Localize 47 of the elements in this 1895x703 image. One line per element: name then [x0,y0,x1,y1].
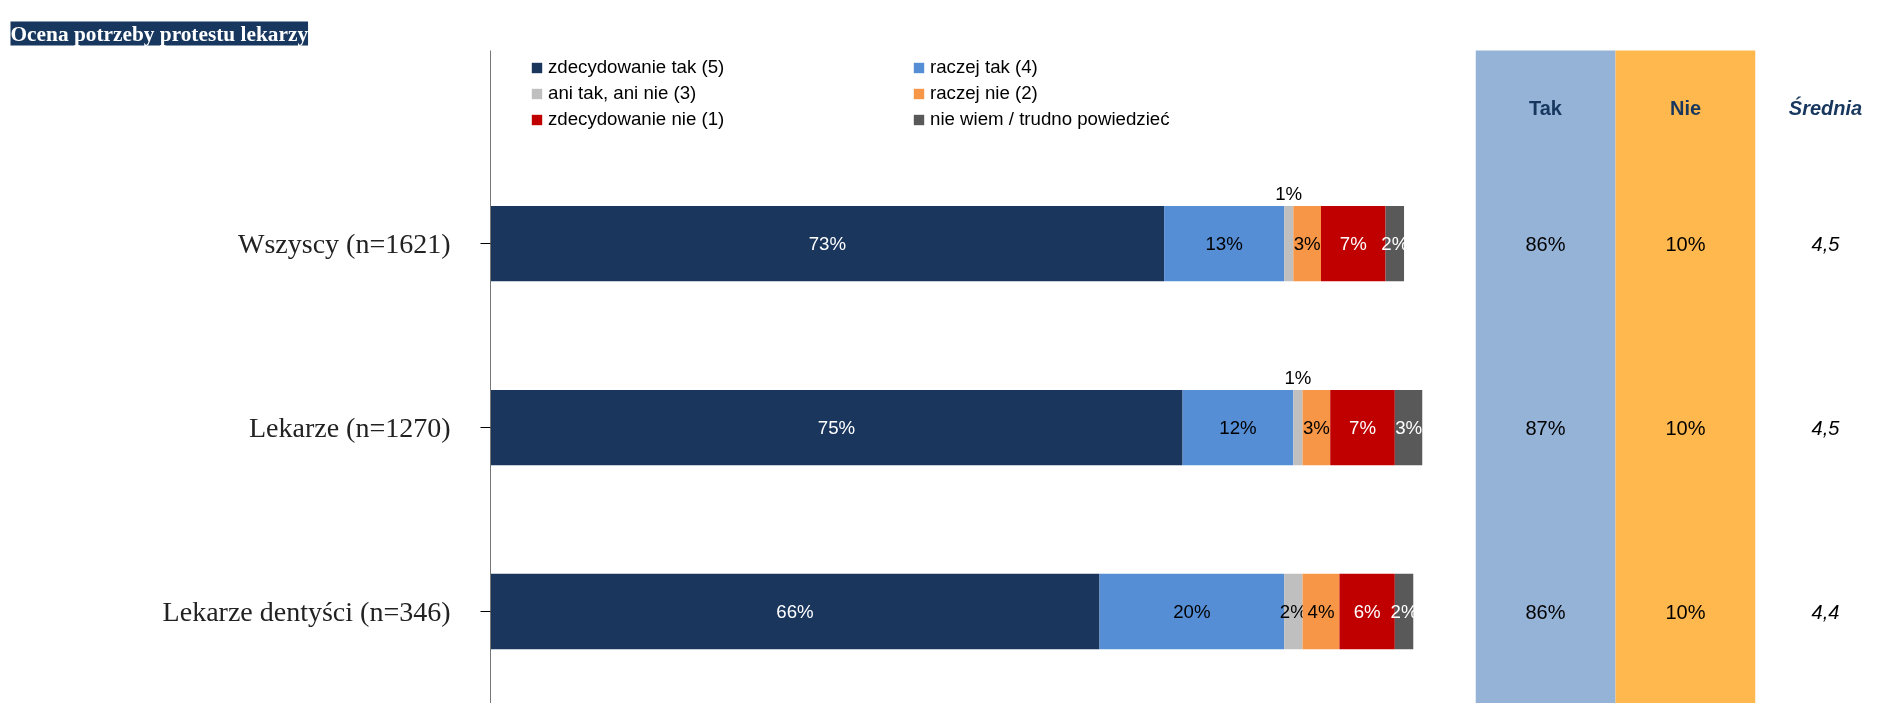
data-label: 12% [1219,417,1257,439]
text: 4,5 [1811,416,1840,439]
bar [1182,389,1294,466]
text: Ocena potrzeby protestu lekarzy [10,21,309,46]
data-label: 13% [1205,233,1243,255]
text: 86% [1525,600,1566,623]
bar [490,573,1100,650]
legend-label: ani tak, ani nie (3) [548,82,698,104]
y-tick-label: Lekarze (n=1270) [248,412,451,444]
category-label: Nie [1669,96,1702,119]
data-label: 7% [1339,233,1367,255]
bar [1164,205,1285,282]
text: 10% [1665,416,1706,439]
data-label: 1% [1284,367,1312,389]
category-label: Średnia [1788,95,1863,119]
data-label: 75% [817,417,856,439]
text: 4,5 [1811,232,1840,255]
legend-label: raczej nie (2) [930,82,1039,104]
y-tick-label: Wszyscy (n=1621) [237,228,451,260]
data-label: 1% [1275,183,1303,205]
legend-label: zdecydowanie tak (5) [548,56,726,78]
bar [1293,389,1303,466]
text: 10% [1665,232,1706,255]
bar [490,389,1183,466]
data-label: 3% [1302,417,1330,439]
data-label: 6% [1353,601,1381,623]
data-label: 66% [776,601,814,623]
data-label: 7% [1349,417,1377,439]
data-label: 73% [808,233,846,255]
data-label: 3% [1395,417,1423,439]
text: 86% [1525,232,1566,255]
bar [1284,205,1294,282]
legend-label: zdecydowanie nie (1) [548,108,726,130]
category-label: Tak [1529,96,1563,119]
bar [1293,205,1321,282]
data-label: 4% [1307,601,1335,623]
bar [490,205,1165,282]
bar [1302,573,1340,650]
y-tick-label: Lekarze dentyści (n=346) [162,596,451,628]
legend-label: raczej tak (4) [930,56,1039,78]
legend-label: nie wiem / trudno powiedzieć [930,108,1171,130]
data-label: 20% [1173,601,1211,623]
bar [1330,389,1395,466]
text: 87% [1525,416,1566,439]
data-label: 3% [1293,233,1321,255]
text: 10% [1665,600,1706,623]
text: 4,4 [1811,600,1840,623]
